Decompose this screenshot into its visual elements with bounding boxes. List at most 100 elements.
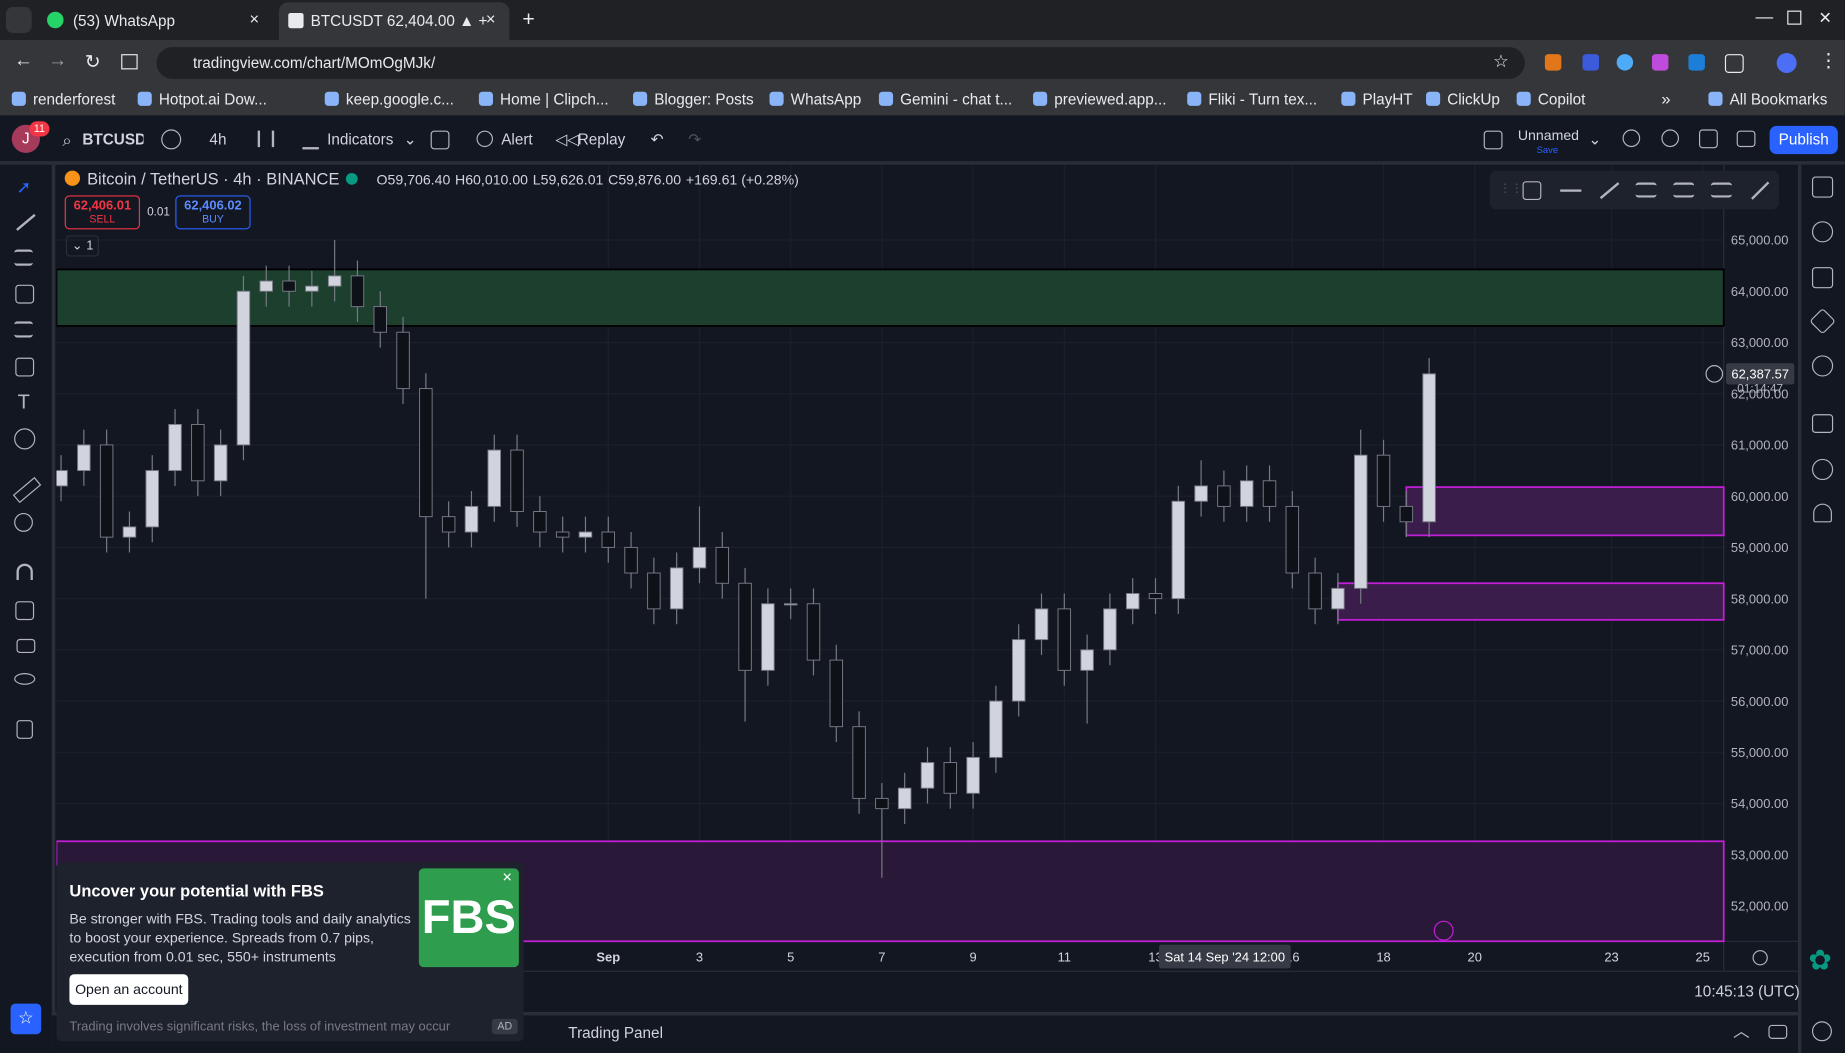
channel-tool[interactable] bbox=[1673, 182, 1695, 198]
fib-tool[interactable] bbox=[1635, 182, 1657, 198]
streams-button[interactable] bbox=[1811, 458, 1834, 481]
ad-close[interactable]: × bbox=[502, 867, 513, 886]
active-tab[interactable]: BTCUSDT 62,404.00 ▲ + × bbox=[278, 2, 510, 41]
help-button[interactable] bbox=[1811, 1021, 1832, 1042]
fullscreen[interactable] bbox=[1699, 129, 1718, 149]
text-tool[interactable]: T bbox=[17, 390, 30, 413]
all-bookmarks[interactable]: All Bookmarks bbox=[1708, 91, 1828, 109]
profile[interactable] bbox=[1776, 52, 1797, 73]
bookmarks-overflow[interactable]: » bbox=[1661, 89, 1671, 109]
candle-body bbox=[1217, 485, 1231, 507]
forecast-tool[interactable] bbox=[14, 321, 33, 338]
address-bar[interactable]: tradingview.com/chart/MOmOgMJk/ ☆ bbox=[156, 47, 1525, 79]
stay-drawing[interactable] bbox=[15, 601, 35, 621]
pitchfork-tool[interactable] bbox=[1710, 182, 1732, 198]
indicators-menu[interactable]: ⌄ bbox=[403, 130, 417, 149]
icon-tool[interactable] bbox=[14, 428, 36, 450]
extensions-menu[interactable] bbox=[1724, 54, 1744, 73]
order-quantity[interactable]: 0.01 bbox=[147, 205, 170, 219]
maximize[interactable] bbox=[1787, 10, 1802, 25]
replay-button[interactable]: Replay bbox=[577, 130, 626, 149]
extension[interactable] bbox=[1582, 54, 1599, 71]
layout-name[interactable]: Unnamed bbox=[1517, 127, 1580, 144]
interval[interactable]: 4h bbox=[209, 130, 227, 149]
bookmark[interactable]: Gemini - chat t... bbox=[879, 91, 1012, 109]
publish-button[interactable]: Publish bbox=[1769, 125, 1838, 155]
hide-tool[interactable] bbox=[14, 673, 36, 685]
save-status[interactable]: Save bbox=[1536, 144, 1559, 156]
trading-panel-tab[interactable]: Trading Panel bbox=[568, 1023, 663, 1042]
bookmark[interactable]: previewed.app... bbox=[1033, 91, 1166, 109]
horizontal-line-tool[interactable] bbox=[1560, 189, 1582, 192]
rectangle-tool[interactable] bbox=[1522, 181, 1542, 201]
assistant-button[interactable]: ✿ bbox=[1808, 944, 1833, 977]
reload-button[interactable]: ↻ bbox=[84, 52, 101, 73]
drag-handle[interactable]: ⋮⋮ bbox=[1498, 182, 1523, 196]
bookmark[interactable]: Hotpot.ai Dow... bbox=[138, 91, 267, 109]
tab[interactable]: (53) WhatsApp × bbox=[35, 5, 273, 38]
settings[interactable] bbox=[1661, 129, 1680, 148]
bookmark[interactable]: PlayHT bbox=[1341, 91, 1413, 109]
extension[interactable] bbox=[1616, 54, 1634, 71]
alert-button[interactable]: Alert bbox=[501, 130, 533, 149]
new-tab[interactable]: + bbox=[522, 7, 535, 31]
close-window[interactable]: × bbox=[1819, 5, 1832, 30]
home-button[interactable] bbox=[121, 54, 138, 70]
compare-button[interactable] bbox=[161, 129, 182, 150]
browser-menu[interactable]: ⋮ bbox=[1819, 51, 1838, 72]
search-icon[interactable]: ⌕ bbox=[62, 130, 72, 150]
maximize-panel[interactable] bbox=[1768, 1024, 1788, 1039]
bookmark-star[interactable]: ☆ bbox=[1493, 51, 1509, 72]
templates-button[interactable] bbox=[430, 130, 450, 150]
forward-button[interactable]: → bbox=[48, 50, 68, 71]
fib-tool[interactable] bbox=[14, 249, 33, 266]
quick-search[interactable] bbox=[1622, 129, 1641, 148]
brush-tool[interactable] bbox=[1751, 181, 1770, 200]
extension[interactable] bbox=[1651, 54, 1669, 71]
bookmark[interactable]: ClickUp bbox=[1426, 91, 1500, 109]
candle-body bbox=[578, 531, 593, 538]
indicator-toggle[interactable]: ⌄ 1 bbox=[65, 235, 99, 257]
line-tool[interactable] bbox=[1599, 182, 1620, 200]
data-window[interactable] bbox=[1811, 267, 1834, 289]
pattern-tool[interactable] bbox=[15, 284, 35, 304]
bookmark[interactable]: WhatsApp bbox=[769, 91, 862, 109]
redo[interactable]: ↷ bbox=[688, 130, 702, 149]
buy-button[interactable]: 62,406.02 BUY bbox=[175, 195, 251, 230]
snapshot[interactable] bbox=[1736, 130, 1756, 148]
tab-close[interactable]: × bbox=[485, 9, 496, 29]
bookmark[interactable]: keep.google.c... bbox=[325, 91, 454, 109]
watchlist-star[interactable]: ☆ bbox=[10, 1003, 42, 1035]
alerts-button[interactable] bbox=[1811, 221, 1834, 243]
bookmark[interactable]: Fliki - Turn tex... bbox=[1187, 91, 1317, 109]
lock-tool[interactable] bbox=[16, 638, 36, 654]
indicators-button[interactable]: Indicators bbox=[327, 130, 394, 149]
bookmark[interactable]: renderforest bbox=[12, 91, 116, 109]
tab-menu[interactable] bbox=[5, 7, 32, 33]
symbol[interactable]: BTCUSDT bbox=[82, 130, 143, 149]
chats-button[interactable] bbox=[1811, 414, 1834, 433]
layout-menu[interactable]: ⌄ bbox=[1588, 130, 1602, 149]
notifications-button[interactable] bbox=[1813, 503, 1832, 523]
bookmark[interactable]: Blogger: Posts bbox=[633, 91, 753, 109]
ad-button[interactable]: Open an account bbox=[69, 974, 189, 1005]
cursor-tool[interactable]: ➚ bbox=[16, 177, 32, 198]
extension[interactable] bbox=[1544, 54, 1562, 71]
watchlist-button[interactable] bbox=[1811, 176, 1834, 198]
chart-type[interactable] bbox=[257, 130, 275, 148]
minimize[interactable]: — bbox=[1755, 7, 1774, 28]
zoom-tool[interactable] bbox=[14, 512, 33, 532]
undo[interactable]: ↶ bbox=[650, 130, 664, 149]
extension[interactable] bbox=[1688, 54, 1705, 71]
sell-button[interactable]: 62,406.01 SELL bbox=[64, 195, 141, 230]
back-button[interactable]: ← bbox=[14, 50, 33, 71]
bookmark[interactable]: Home | Clipch... bbox=[479, 91, 609, 109]
collapse-panel[interactable]: ︿ bbox=[1733, 1021, 1750, 1041]
magnet-tool[interactable] bbox=[16, 563, 33, 581]
remove-tool[interactable] bbox=[16, 720, 33, 739]
shape-tool[interactable] bbox=[15, 357, 35, 377]
ideas-button[interactable] bbox=[1811, 355, 1834, 377]
layout-icon[interactable] bbox=[1483, 130, 1503, 150]
tab-close[interactable]: × bbox=[249, 9, 260, 29]
bookmark[interactable]: Copilot bbox=[1517, 91, 1586, 109]
